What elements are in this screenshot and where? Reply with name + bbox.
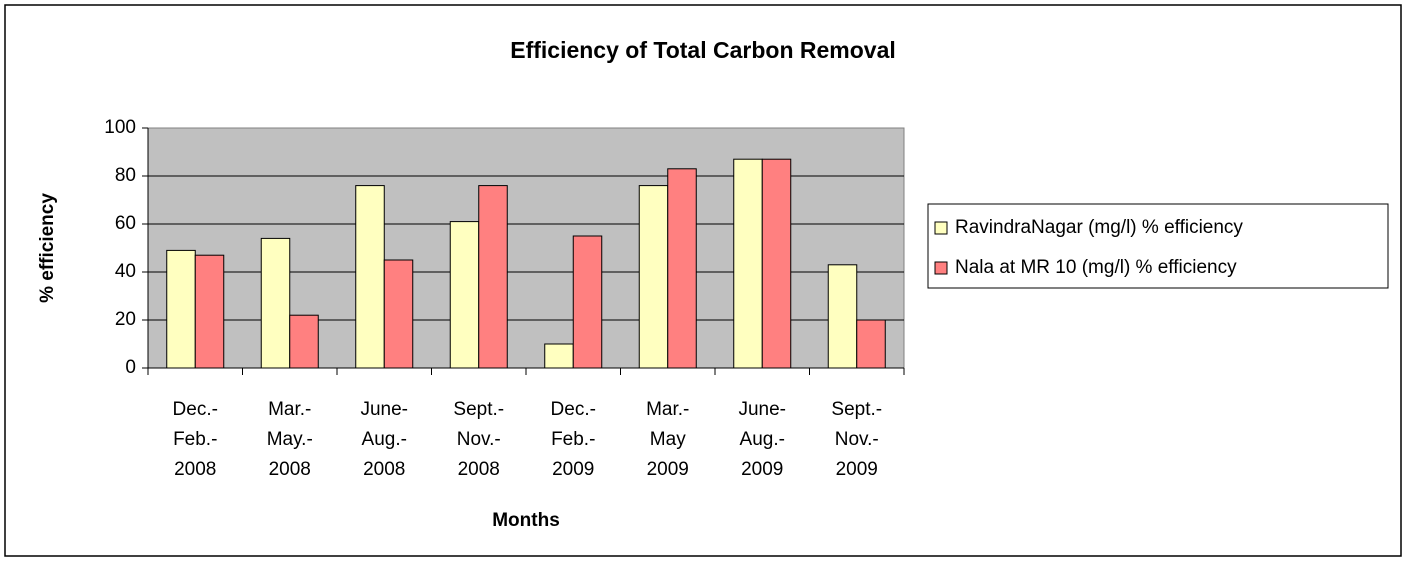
y-tick-label: 40 [115, 261, 136, 282]
x-tick-label: Mar.- [268, 399, 311, 420]
bar [260, 237, 291, 369]
x-tick-label: Aug.- [740, 429, 785, 450]
bar [572, 235, 603, 369]
x-tick-label: Nov.- [457, 429, 501, 450]
bar [827, 264, 858, 369]
chart-title: Efficiency of Total Carbon Removal [510, 37, 896, 63]
legend-label: Nala at MR 10 (mg/l) % efficiency [955, 257, 1237, 278]
x-tick-label: May [650, 429, 686, 450]
x-tick-label: Feb.- [551, 429, 595, 450]
y-tick-label: 80 [115, 165, 136, 186]
bar [166, 249, 196, 369]
x-tick-label: Mar.- [646, 399, 689, 420]
bar [289, 314, 319, 369]
y-axis-label: % efficiency [37, 193, 58, 303]
bar [733, 158, 763, 369]
x-tick-label: 2009 [647, 459, 689, 480]
x-tick-label: 2009 [836, 459, 878, 480]
y-tick-label: 20 [115, 309, 136, 330]
x-tick-label: 2008 [269, 459, 311, 480]
x-tick-label: Sept.- [453, 399, 504, 420]
x-tick-label: Sept.- [831, 399, 882, 420]
x-axis-label: Months [492, 510, 560, 531]
x-tick-label: 2008 [174, 459, 216, 480]
x-tick-label: 2008 [458, 459, 500, 480]
bar [355, 185, 385, 369]
bar [478, 185, 508, 369]
legend-swatch [934, 221, 948, 235]
legend-box [927, 203, 1389, 289]
x-tick-label: May.- [267, 429, 313, 450]
x-tick-label: 2008 [363, 459, 405, 480]
y-tick-label: 100 [104, 117, 136, 138]
y-tick-label: 60 [115, 213, 136, 234]
legend-swatch [934, 261, 948, 275]
bar [667, 168, 697, 369]
x-tick-label: Dec.- [173, 399, 218, 420]
bar [856, 319, 886, 369]
x-tick-label: June- [738, 399, 786, 420]
bar [194, 254, 225, 369]
x-tick-label: Aug.- [362, 429, 407, 450]
x-tick-label: 2009 [741, 459, 783, 480]
x-tick-label: Dec.- [551, 399, 596, 420]
bar [383, 259, 414, 369]
bar [449, 221, 480, 369]
y-tick-label: 0 [125, 357, 136, 378]
x-tick-label: Nov.- [835, 429, 879, 450]
x-tick-label: June- [360, 399, 408, 420]
bar [638, 185, 669, 369]
legend-label: RavindraNagar (mg/l) % efficiency [955, 217, 1243, 238]
bar [544, 343, 574, 369]
bar [761, 158, 792, 369]
x-tick-label: Feb.- [173, 429, 217, 450]
x-tick-label: 2009 [552, 459, 594, 480]
